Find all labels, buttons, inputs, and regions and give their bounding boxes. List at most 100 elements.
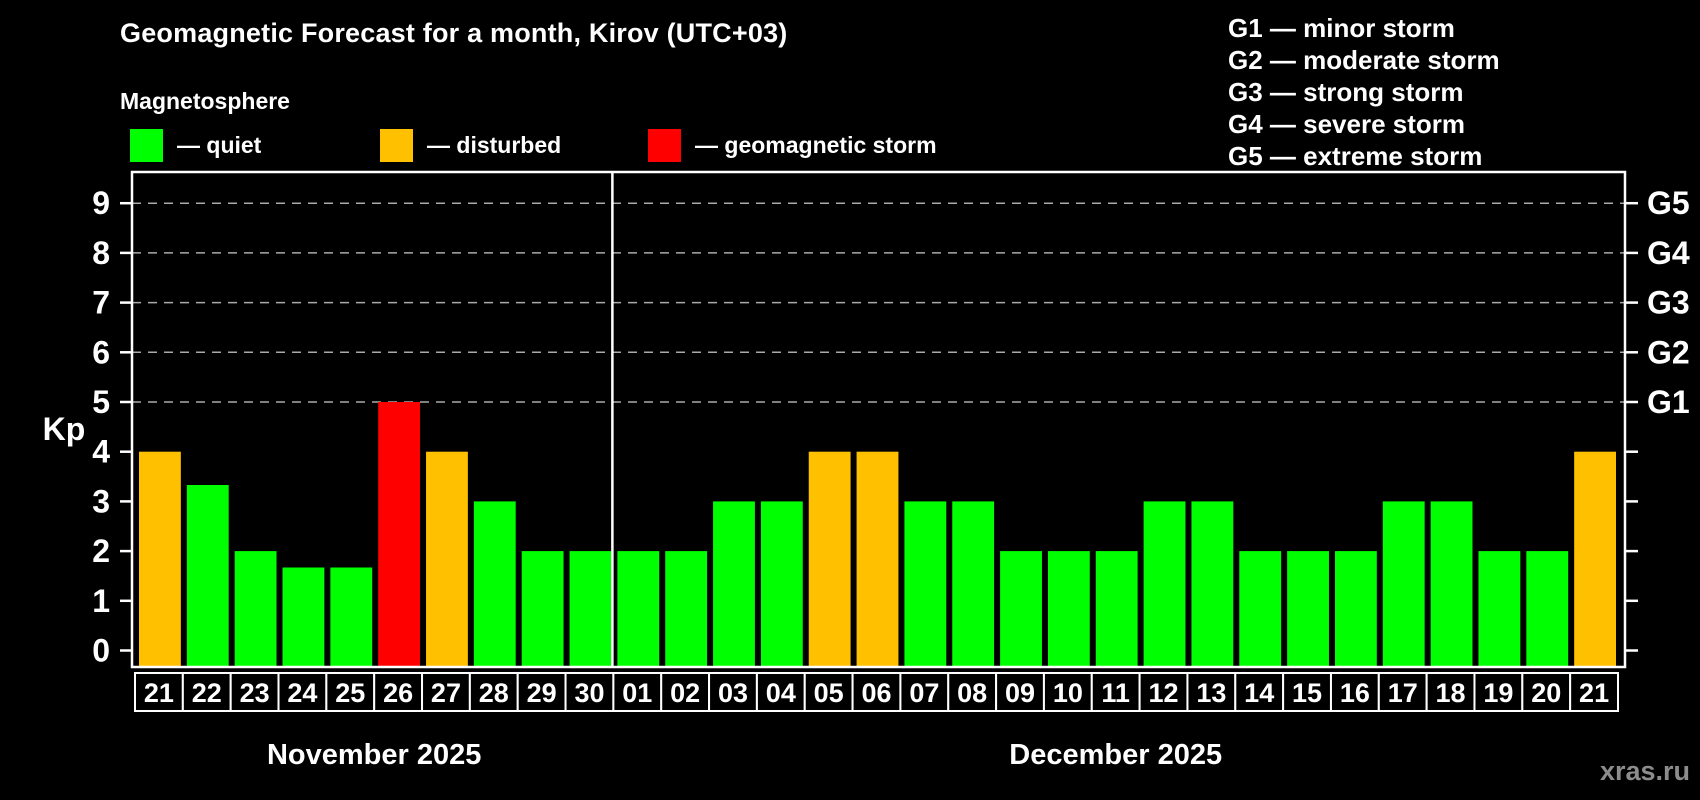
kp-bar-day-25 (330, 567, 373, 666)
legend-label-storm: — geomagnetic storm (695, 131, 937, 158)
ytick-label-3: 3 (92, 483, 110, 519)
day-box-01 (612, 672, 663, 712)
day-box-29 (516, 672, 567, 712)
day-label-24: 24 (287, 678, 317, 708)
day-box-20 (1521, 672, 1572, 712)
legend-item-quiet: — quiet (130, 128, 347, 162)
kp-bar-day-28 (473, 501, 516, 666)
page-title: Geomagnetic Forecast for a month, Kirov … (120, 18, 788, 48)
day-label-28: 28 (479, 678, 509, 708)
g-legend-line-1: G1 — minor storm (1228, 13, 1455, 43)
kp-bar-day-21 (1574, 451, 1616, 666)
ytick-label-0: 0 (92, 633, 110, 669)
legend-swatch-storm (648, 128, 681, 162)
day-box-13 (1186, 672, 1237, 712)
day-label-27: 27 (431, 678, 461, 708)
y-axis-title: Kp (43, 411, 86, 447)
kp-bar-day-06 (856, 451, 899, 666)
kp-bar-day-11 (1095, 551, 1138, 666)
month-label-1: November 2025 (267, 739, 481, 771)
day-label-21: 21 (1579, 678, 1609, 708)
day-label-30: 30 (574, 678, 604, 708)
kp-bar-day-10 (1047, 551, 1090, 666)
kp-bar-day-01 (617, 551, 660, 666)
day-label-08: 08 (957, 678, 987, 708)
day-label-07: 07 (909, 678, 939, 708)
right-axis-label-G3: G3 (1647, 285, 1690, 321)
day-box-21 (1569, 672, 1619, 712)
watermark: xras.ru (1599, 756, 1690, 786)
day-label-09: 09 (1005, 678, 1035, 708)
ytick-label-4: 4 (92, 434, 110, 470)
ytick-label-7: 7 (92, 285, 110, 321)
day-box-22 (181, 672, 232, 712)
day-label-13: 13 (1196, 678, 1226, 708)
day-label-17: 17 (1388, 678, 1418, 708)
kp-bar-day-26 (378, 402, 421, 666)
day-box-16 (1329, 672, 1380, 712)
day-box-06 (851, 672, 902, 712)
legend-swatch-quiet (130, 128, 163, 162)
right-axis-label-G2: G2 (1647, 334, 1690, 370)
kp-bar-day-02 (665, 551, 708, 666)
g-legend-line-5: G5 — extreme storm (1228, 141, 1483, 171)
day-label-01: 01 (622, 678, 652, 708)
kp-bar-day-05 (808, 451, 851, 666)
day-label-16: 16 (1340, 678, 1370, 708)
day-label-23: 23 (240, 678, 270, 708)
kp-bar-day-08 (952, 501, 995, 666)
day-label-21: 21 (144, 678, 174, 708)
kp-bar-day-22 (186, 484, 229, 666)
month-label-2: December 2025 (1009, 739, 1222, 771)
day-label-02: 02 (670, 678, 700, 708)
kp-bar-day-07 (904, 501, 947, 666)
kp-bar-day-17 (1382, 501, 1425, 666)
kp-bar-day-13 (1191, 501, 1234, 666)
day-box-04 (755, 672, 806, 712)
day-label-10: 10 (1053, 678, 1083, 708)
kp-bar-day-29 (521, 551, 564, 666)
day-label-12: 12 (1149, 678, 1179, 708)
ytick-label-6: 6 (92, 334, 110, 370)
day-label-25: 25 (335, 678, 365, 708)
legend-swatch-disturbed (380, 128, 413, 162)
right-axis-label-G4: G4 (1647, 235, 1690, 271)
legend-item-disturbed: — disturbed (380, 128, 615, 162)
day-label-14: 14 (1244, 678, 1274, 708)
day-box-11 (1090, 672, 1141, 712)
kp-bar-day-21 (139, 451, 181, 666)
ytick-label-1: 1 (92, 583, 110, 619)
kp-bar-day-09 (1000, 551, 1042, 666)
ytick-label-8: 8 (92, 235, 110, 271)
g-scale-legend: G1 — minor storm G2 — moderate storm G3 — … (1228, 12, 1500, 172)
day-label-15: 15 (1292, 678, 1322, 708)
day-label-03: 03 (718, 678, 748, 708)
plot-frame (130, 170, 1627, 669)
day-label-06: 06 (861, 678, 891, 708)
day-box-17 (1377, 672, 1428, 712)
ytick-label-9: 9 (92, 185, 110, 221)
day-box-03 (708, 672, 758, 712)
day-box-23 (229, 672, 280, 712)
kp-bar-day-20 (1526, 551, 1569, 666)
day-label-11: 11 (1101, 678, 1130, 708)
kp-bar-day-19 (1478, 551, 1521, 666)
legend-item-storm: — geomagnetic storm (648, 128, 937, 162)
chart-subtitle: Magnetosphere (120, 88, 290, 114)
legend-label-quiet: — quiet (177, 131, 262, 158)
day-label-20: 20 (1531, 678, 1561, 708)
status-legend: — quiet — disturbed — geomagnetic storm (130, 128, 937, 162)
kp-bar-day-16 (1334, 551, 1377, 666)
right-axis-label-G1: G1 (1647, 384, 1690, 420)
day-label-29: 29 (527, 678, 557, 708)
day-box-28 (468, 672, 519, 712)
kp-bar-day-27 (426, 451, 468, 666)
kp-bar-day-12 (1143, 501, 1186, 666)
ytick-label-2: 2 (92, 533, 110, 569)
day-label-05: 05 (814, 678, 844, 708)
kp-bar-day-15 (1287, 551, 1329, 666)
kp-bar-day-03 (713, 501, 755, 666)
day-box-15 (1282, 672, 1332, 712)
day-box-05 (803, 672, 854, 712)
